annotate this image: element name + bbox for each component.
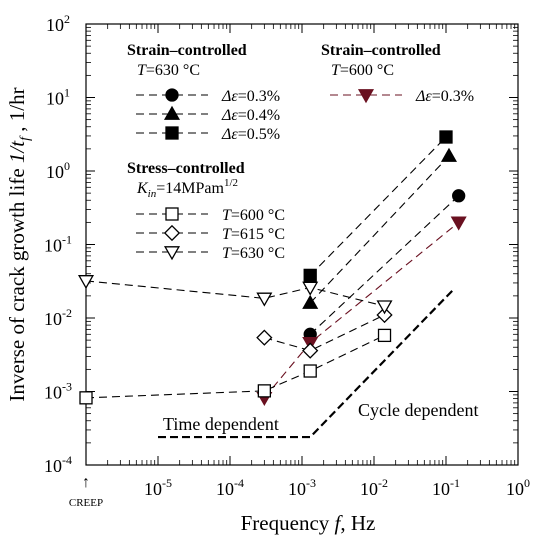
legend-label-strain600-0: Δε=0.3% xyxy=(415,88,474,105)
legend-strain-630-condition: T=630 °C xyxy=(137,62,200,79)
data-point-series-6 xyxy=(302,281,319,296)
y-tick-label: 10-4 xyxy=(44,453,72,476)
legend-marker-strain630-1 xyxy=(163,105,181,120)
x-tick-label: 10-2 xyxy=(360,476,388,499)
series-line-5 xyxy=(264,314,385,352)
data-point-series-4 xyxy=(377,328,392,343)
legend-label-stress-2: T=630 °C xyxy=(222,245,285,262)
legend-marker-stress-0 xyxy=(165,207,179,221)
y-tick-label: 10-2 xyxy=(44,306,72,329)
legend-label-stress-0: T=600 °C xyxy=(222,207,285,224)
data-point-series-1 xyxy=(440,147,458,162)
series-line-2 xyxy=(309,136,447,276)
x-axis-label: Frequency f, Hz xyxy=(241,511,376,535)
data-point-series-5 xyxy=(256,329,273,346)
y-tick-label: 101 xyxy=(46,86,70,109)
legend-strain-600-condition: T=600 °C xyxy=(331,62,394,79)
legend-marker-stress-1 xyxy=(163,224,181,242)
data-point-series-0 xyxy=(452,189,466,203)
creep-arrow: ↑ xyxy=(82,474,90,491)
legend-marker-strain630-2 xyxy=(165,126,179,140)
data-point-series-1 xyxy=(302,294,319,309)
data-point-series-2 xyxy=(303,268,317,283)
y-tick-label: 10-1 xyxy=(44,233,72,256)
series-line-6 xyxy=(85,280,385,307)
data-point-series-4 xyxy=(79,391,93,405)
series-line-4 xyxy=(85,334,385,399)
legend-label-stress-1: T=615 °C xyxy=(222,226,285,243)
y-tick-label: 100 xyxy=(46,159,70,182)
y-tick-label: 10-3 xyxy=(44,380,72,403)
legend-label-strain630-2: Δε=0.5% xyxy=(221,126,280,143)
data-point-series-3 xyxy=(450,216,467,231)
y-axis-label: Inverse of crack growth life 1/tf , 1/hr xyxy=(5,87,33,401)
x-tick-label: 10-3 xyxy=(288,476,316,499)
series-line-3 xyxy=(263,221,460,399)
time-dependent-annotation: Time dependent xyxy=(163,414,279,434)
x-tick-label: 10-4 xyxy=(216,476,244,499)
legend-label-strain630-1: Δε=0.4% xyxy=(221,107,280,124)
x-tick-label: 100 xyxy=(506,476,530,499)
data-point-series-4 xyxy=(257,384,272,398)
legend-marker-strain630-0 xyxy=(165,88,179,102)
legend-strain-630-heading: Strain–controlled xyxy=(127,42,247,59)
legend-stress-heading: Stress–controlled xyxy=(127,160,245,177)
data-point-series-5 xyxy=(302,342,319,359)
series-line-1 xyxy=(309,155,450,304)
x-tick-label: 10-1 xyxy=(432,476,460,499)
cycle-dependent-annotation: Cycle dependent xyxy=(358,400,478,420)
data-point-series-2 xyxy=(439,130,453,144)
data-point-series-6 xyxy=(256,292,273,307)
legend-label-strain630-0: Δε=0.3% xyxy=(221,88,280,105)
y-tick-label: 102 xyxy=(46,12,70,35)
regime-guide-line xyxy=(158,287,455,439)
data-point-series-4 xyxy=(303,364,317,378)
legend-marker-stress-2 xyxy=(163,246,181,261)
data-point-series-6 xyxy=(376,300,393,315)
data-point-series-5 xyxy=(376,306,393,324)
legend-strain-600-heading: Strain–controlled xyxy=(321,42,441,59)
creep-label: CREEP xyxy=(69,497,103,509)
legend-marker-strain600-0 xyxy=(357,89,375,104)
legend-stress-condition: Kin=14MPam1/2 xyxy=(136,177,238,200)
series-line-0 xyxy=(309,195,460,335)
x-tick-label: 10-5 xyxy=(144,476,172,499)
data-point-series-6 xyxy=(77,275,95,290)
